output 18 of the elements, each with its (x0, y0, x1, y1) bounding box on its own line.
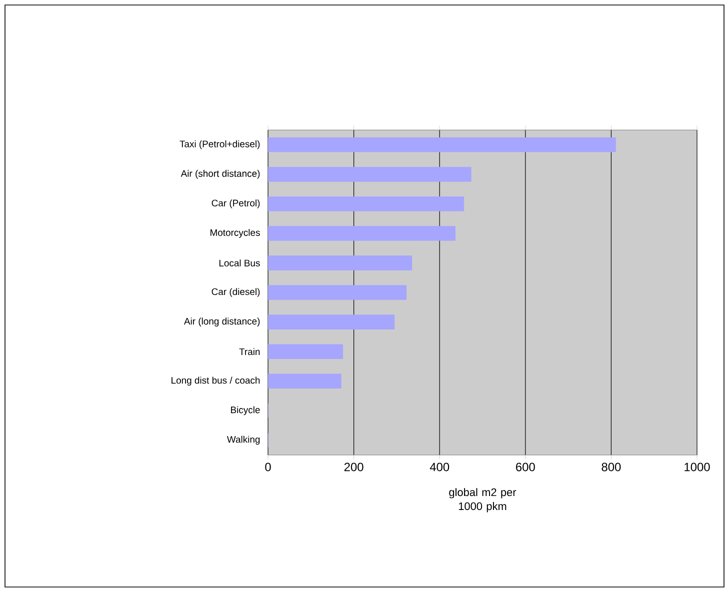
y-tick-label: Bicycle (231, 406, 260, 416)
y-tick-label: Local Bus (219, 259, 260, 266)
x-tick-label: 600 (516, 462, 535, 472)
y-tick-label: Walking (226, 436, 260, 445)
x-tick-label: 1000 (684, 462, 710, 472)
x-axis-title: global m2 per 1000 pkm (449, 488, 516, 512)
y-tick-label: Train (239, 348, 260, 356)
y-tick-label: Long dist bus / coach (172, 376, 260, 386)
y-tick-label: Air (long distance) (184, 318, 260, 326)
y-tick-label: Car (diesel) (212, 288, 260, 297)
y-tick-label: Taxi (Petrol+diesel) (180, 140, 260, 150)
x-tick-label: 0 (265, 462, 271, 472)
x-tick-label: 200 (344, 462, 364, 472)
y-tick-label: Motorcycles (210, 229, 260, 238)
x-tick-label: 800 (602, 462, 621, 472)
y-tick-label: Air (short distance) (180, 170, 260, 179)
x-tick-label: 400 (430, 462, 450, 472)
y-tick-label: Car (Petrol) (212, 199, 260, 208)
